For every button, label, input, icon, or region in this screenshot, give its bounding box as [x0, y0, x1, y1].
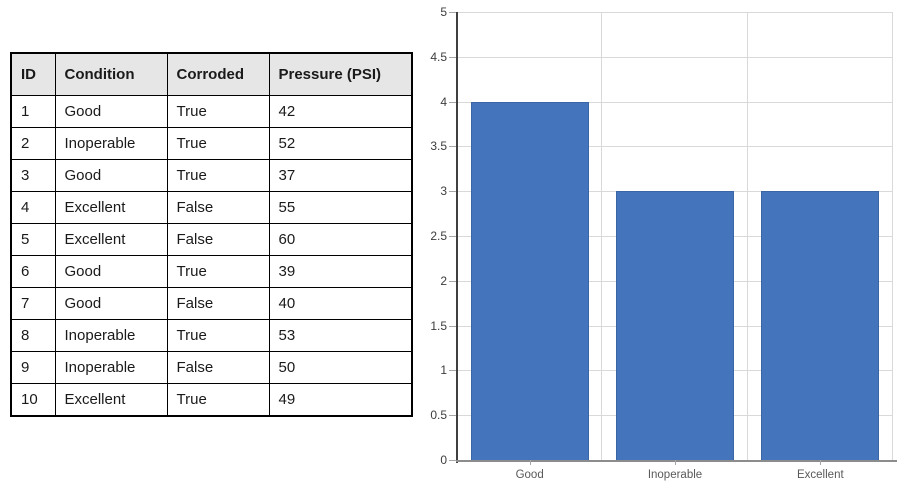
table-row: 8 Inoperable True 53 [10, 319, 413, 352]
table-cell: Excellent [54, 223, 168, 256]
table-cell: 1 [10, 95, 56, 128]
x-axis-tick [529, 460, 531, 465]
table-cell: 5 [10, 223, 56, 256]
table-cell: False [166, 351, 270, 384]
table-cell: 60 [268, 223, 413, 256]
y-tick-label: 1.5 [430, 318, 447, 333]
table-cell: 49 [268, 383, 413, 417]
table-cell: Inoperable [54, 351, 168, 384]
table-row: 2 Inoperable True 52 [10, 127, 413, 160]
table-header-row: ID Condition Corroded Pressure (PSI) [10, 52, 413, 96]
table-cell: True [166, 383, 270, 417]
x-tick-label: Good [515, 469, 544, 481]
column-header: ID [10, 52, 56, 96]
table-cell: 55 [268, 191, 413, 224]
table-cell: Excellent [54, 191, 168, 224]
table-cell: 8 [10, 319, 56, 352]
table-row: 9 Inoperable False 50 [10, 351, 413, 384]
table-row: 4 Excellent False 55 [10, 191, 413, 224]
y-axis-tick [449, 370, 456, 372]
table-cell: 2 [10, 127, 56, 160]
table-cell: True [166, 159, 270, 192]
table-row: 3 Good True 37 [10, 159, 413, 192]
table-cell: False [166, 287, 270, 320]
y-tick-label: 2 [440, 273, 447, 288]
y-axis-tick [449, 460, 456, 461]
y-tick-label: 4 [440, 94, 447, 109]
table-cell: Good [54, 255, 168, 288]
condition-bar-chart: 0 0.5 1 1.5 2 2.5 3 3.5 4 4.5 5 Good Inoperable Excel… [430, 5, 897, 481]
y-tick-label: 0 [440, 453, 447, 467]
table-cell: 50 [268, 351, 413, 384]
table-cell: 40 [268, 287, 413, 320]
x-tick-label: Excellent [796, 469, 844, 481]
table-cell: 9 [10, 351, 56, 384]
table-cell: True [166, 255, 270, 288]
table-cell: 37 [268, 159, 413, 192]
y-gridline [457, 146, 893, 148]
y-axis-tick [449, 191, 456, 193]
table-row: 5 Excellent False 60 [10, 223, 413, 256]
y-gridline [457, 56, 893, 58]
y-axis-tick [449, 280, 456, 282]
y-tick-label: 4.5 [430, 49, 447, 64]
y-axis-tick [449, 12, 456, 13]
y-tick-label: 3 [440, 184, 447, 199]
y-tick-label: 0.5 [430, 408, 447, 423]
x-axis-tick [675, 460, 676, 465]
table-cell: 53 [268, 319, 413, 352]
table-cell: True [166, 319, 270, 352]
table-cell: 3 [10, 159, 56, 192]
y-tick-label: 3.5 [430, 139, 447, 154]
table-row: 7 Good False 40 [10, 287, 413, 320]
y-axis-tick [449, 56, 456, 58]
y-axis-tick [449, 146, 456, 148]
table-cell: 42 [268, 95, 413, 128]
table-row: 1 Good True 42 [10, 95, 413, 128]
y-axis-line [456, 12, 458, 463]
y-tick-label: 1 [440, 363, 447, 378]
bar [761, 191, 880, 460]
table-cell: Good [54, 95, 168, 128]
x-axis-tick [820, 460, 822, 465]
table-cell: Excellent [54, 383, 168, 417]
y-tick-label: 2.5 [430, 229, 447, 243]
y-gridline [457, 101, 893, 103]
x-gridline [601, 12, 603, 460]
table-cell: 4 [10, 191, 56, 224]
y-tick-label: 5 [440, 5, 447, 19]
column-header: Corroded [166, 52, 270, 96]
table-row: 6 Good True 39 [10, 255, 413, 288]
bar [470, 101, 589, 460]
table-cell: 52 [268, 127, 413, 160]
x-axis-line [456, 460, 897, 462]
table-cell: 10 [10, 383, 56, 417]
column-header: Condition [54, 52, 168, 96]
y-axis-tick [449, 415, 456, 417]
table-cell: Good [54, 287, 168, 320]
table-cell: False [166, 223, 270, 256]
y-axis-tick [449, 236, 456, 237]
y-gridline [457, 12, 893, 13]
x-gridline [746, 12, 748, 460]
table-cell: True [166, 127, 270, 160]
table-cell: True [166, 95, 270, 128]
x-gridline [892, 12, 893, 460]
table-cell: Inoperable [54, 319, 168, 352]
table-row: 10 Excellent True 49 [10, 383, 413, 417]
pipe-inspection-table: ID Condition Corroded Pressure (PSI) 1 Good T… [10, 52, 413, 417]
table-cell: 6 [10, 255, 56, 288]
table-body: 1 Good True 42 2 Inoperable True 52 3 Good True 37 4… [10, 95, 413, 417]
table-cell: 7 [10, 287, 56, 320]
y-axis-tick [449, 325, 456, 327]
x-tick-label: Inoperable [647, 469, 703, 481]
table-cell: 39 [268, 255, 413, 288]
table-cell: Inoperable [54, 127, 168, 160]
table-cell: False [166, 191, 270, 224]
table-cell: Good [54, 159, 168, 192]
column-header: Pressure (PSI) [268, 52, 413, 96]
y-axis-tick [449, 101, 456, 103]
bar [616, 191, 734, 460]
